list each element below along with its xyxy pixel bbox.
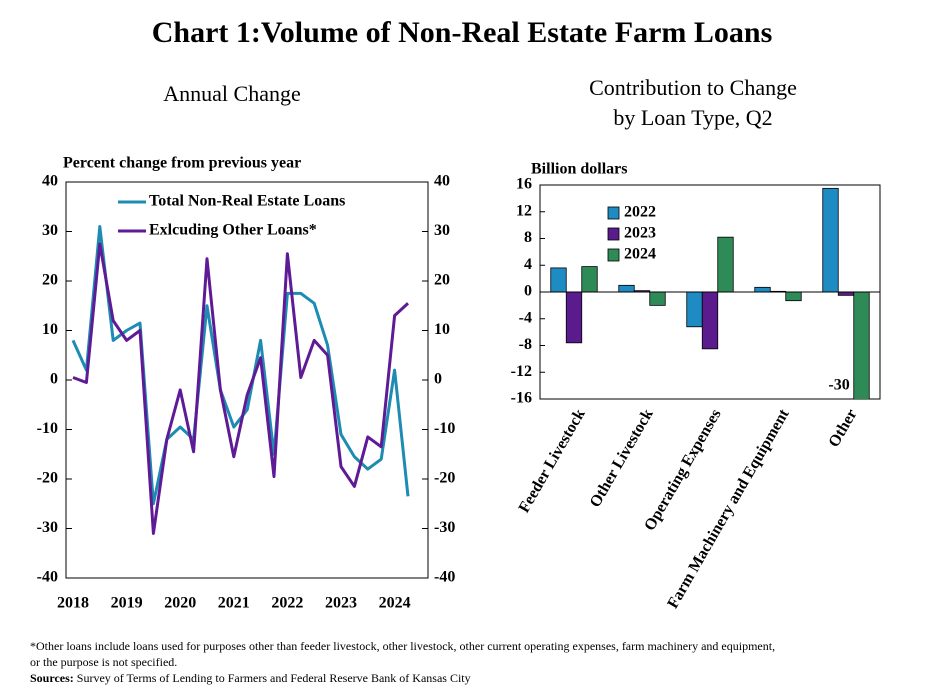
x-tick-label: 2018 <box>57 595 89 612</box>
legend-swatch <box>607 227 620 241</box>
left-subtitle: Annual Change <box>163 81 300 106</box>
x-tick-label: 2020 <box>164 595 196 612</box>
line-series <box>72 242 410 535</box>
y-axis-label: Billion dollars <box>531 161 627 178</box>
y-tick-label: -30 <box>37 519 58 536</box>
footnote: or the purpose is not specified. <box>30 655 177 669</box>
y2-tick-label: 40 <box>434 173 450 190</box>
legend-swatch <box>607 248 620 262</box>
bar <box>785 291 802 302</box>
y-tick-label: -8 <box>519 336 532 353</box>
x-tick-label: 2023 <box>325 595 357 612</box>
y2-tick-label: -10 <box>434 420 455 437</box>
legend-swatch <box>607 206 620 220</box>
y-tick-label: -16 <box>511 390 532 407</box>
legend-label: 2022 <box>624 204 656 221</box>
y-tick-label: -12 <box>511 363 532 380</box>
y-tick-label: -40 <box>37 569 58 586</box>
right-subtitle: by Loan Type, Q2 <box>613 105 772 130</box>
y-tick-label: 4 <box>524 256 532 273</box>
bars <box>550 187 870 399</box>
y2-tick-label: -20 <box>434 470 455 487</box>
y2-tick-label: 0 <box>434 371 442 388</box>
bar <box>581 266 598 293</box>
bar <box>701 291 719 350</box>
x-tick-label: Operating Expenses <box>641 406 724 533</box>
bar <box>686 291 703 328</box>
sources-text: Survey of Terms of Lending to Farmers an… <box>77 671 471 685</box>
y2-tick-label: 10 <box>434 321 450 338</box>
x-tick-label: 2021 <box>218 595 250 612</box>
x-tick-label: Farm Machinery and Equipment <box>664 406 793 612</box>
y-axis-label: Percent change from previous year <box>63 155 301 172</box>
bar <box>565 291 583 344</box>
bar <box>649 291 666 306</box>
y2-tick-label: 20 <box>434 272 450 289</box>
y-tick-label: 0 <box>524 283 532 300</box>
y-tick-label: 10 <box>42 321 58 338</box>
legend-label: Total Non-Real Estate Loans <box>149 193 345 210</box>
bar <box>853 291 870 399</box>
y-tick-label: 40 <box>42 173 58 190</box>
y-tick-label: -4 <box>519 309 532 326</box>
y-tick-label: 16 <box>516 176 532 193</box>
y-tick-label: 8 <box>524 229 532 246</box>
y-tick-label: -20 <box>37 470 58 487</box>
y-tick-label: -10 <box>37 420 58 437</box>
x-tick-label: Other Livestock <box>587 406 657 510</box>
bar <box>837 291 855 296</box>
x-tick-label: Other <box>825 406 860 450</box>
x-tick-label: 2022 <box>271 595 303 612</box>
y2-tick-label: 30 <box>434 222 450 239</box>
plot-frame <box>65 181 429 579</box>
bar <box>550 267 567 293</box>
legend-label: 2023 <box>624 225 656 242</box>
y-tick-label: 20 <box>42 272 58 289</box>
bar <box>822 187 839 293</box>
line-series <box>71 225 410 506</box>
legend-label: 2024 <box>624 246 656 263</box>
y-tick-label: 0 <box>50 371 58 388</box>
legend-label: Exlcuding Other Loans* <box>149 222 317 239</box>
bar <box>754 286 771 293</box>
y-tick-label: 12 <box>516 202 532 219</box>
y2-tick-label: -30 <box>434 519 455 536</box>
x-tick-label: Feeder Livestock <box>516 406 589 516</box>
right-subtitle: Contribution to Change <box>589 75 797 100</box>
sources-label: Sources: <box>30 671 74 685</box>
y2-tick-label: -40 <box>434 569 455 586</box>
page-title: Chart 1:Volume of Non-Real Estate Farm L… <box>152 16 773 49</box>
x-tick-label: 2024 <box>379 595 411 612</box>
x-tick-label: 2019 <box>111 595 143 612</box>
data-label: -30 <box>828 377 849 394</box>
footnote: *Other loans include loans used for purp… <box>30 639 775 653</box>
bar <box>618 284 635 293</box>
sources: Sources: Survey of Terms of Lending to F… <box>30 671 471 685</box>
bar <box>717 236 734 293</box>
y-tick-label: 30 <box>42 222 58 239</box>
